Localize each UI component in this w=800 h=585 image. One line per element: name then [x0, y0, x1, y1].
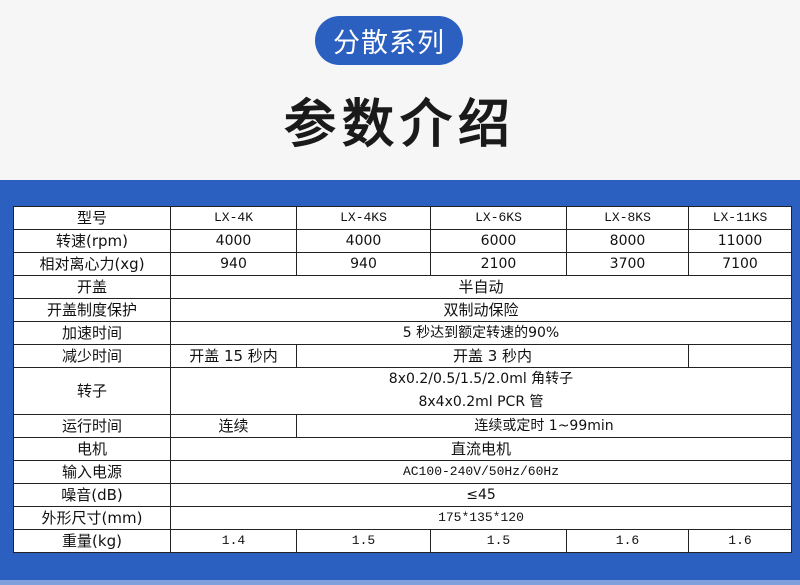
model-cell: LX-4K [170, 206, 297, 230]
runtime-cell: 连续 [170, 414, 297, 438]
row-label: 转子 [13, 367, 171, 415]
model-cell: LX-11KS [688, 206, 792, 230]
spec-table: 型号 LX-4K LX-4KS LX-6KS LX-8KS LX-11KS 转速… [13, 206, 792, 553]
rcf-cell: 3700 [566, 252, 689, 276]
weight-cell: 1.5 [430, 529, 567, 553]
row-label: 重量(kg) [13, 529, 171, 553]
model-cell: LX-6KS [430, 206, 567, 230]
table-row-noise: 噪音(dB) ≤45 [13, 483, 792, 507]
row-label: 开盖 [13, 275, 171, 299]
row-label: 减少时间 [13, 344, 171, 368]
weight-cell: 1.6 [566, 529, 689, 553]
lid-cell: 半自动 [170, 275, 792, 299]
decel-cell: 开盖 3 秒内 [296, 344, 689, 368]
table-row-rotor: 转子 8x0.2/0.5/1.5/2.0ml 角转子 8x4x0.2ml PCR… [13, 367, 792, 415]
speed-cell: 4000 [170, 229, 297, 253]
speed-cell: 4000 [296, 229, 431, 253]
rotor-line: 8x0.2/0.5/1.5/2.0ml 角转子 [388, 371, 574, 387]
noise-cell: ≤45 [170, 483, 792, 507]
rcf-cell: 2100 [430, 252, 567, 276]
speed-cell: 8000 [566, 229, 689, 253]
decel-cell: 开盖 15 秒内 [170, 344, 297, 368]
weight-cell: 1.4 [170, 529, 297, 553]
table-row-motor: 电机 直流电机 [13, 437, 792, 461]
table-row-decel: 减少时间 开盖 15 秒内 开盖 3 秒内 [13, 344, 792, 368]
lid-protect-cell: 双制动保险 [170, 298, 792, 322]
model-cell: LX-8KS [566, 206, 689, 230]
page-title: 参数介绍 [283, 95, 516, 155]
row-label: 转速(rpm) [13, 229, 171, 253]
table-row-speed: 转速(rpm) 4000 4000 6000 8000 11000 [13, 229, 792, 253]
table-row-model: 型号 LX-4K LX-4KS LX-6KS LX-8KS LX-11KS [13, 206, 792, 230]
runtime-cell: 连续或定时 1~99min [296, 414, 792, 438]
row-label: 运行时间 [13, 414, 171, 438]
row-label: 相对离心力(xg) [13, 252, 171, 276]
size-cell: 175*135*120 [170, 506, 792, 530]
weight-cell: 1.6 [688, 529, 792, 553]
rotor-line: 8x4x0.2ml PCR 管 [418, 394, 544, 410]
row-label: 型号 [13, 206, 171, 230]
motor-cell: 直流电机 [170, 437, 792, 461]
row-label: 外形尺寸(mm) [13, 506, 171, 530]
accel-cell: 5 秒达到额定转速的90% [170, 321, 792, 345]
decel-cell-empty [688, 344, 792, 368]
rotor-cell: 8x0.2/0.5/1.5/2.0ml 角转子 8x4x0.2ml PCR 管 [170, 367, 792, 415]
row-label: 电机 [13, 437, 171, 461]
power-cell: AC100-240V/50Hz/60Hz [170, 460, 792, 484]
series-badge: 分散系列 [315, 16, 463, 65]
table-row-accel: 加速时间 5 秒达到额定转速的90% [13, 321, 792, 345]
row-label: 噪音(dB) [13, 483, 171, 507]
rcf-cell: 940 [296, 252, 431, 276]
rcf-cell: 940 [170, 252, 297, 276]
row-label: 加速时间 [13, 321, 171, 345]
speed-cell: 6000 [430, 229, 567, 253]
table-row-rcf: 相对离心力(xg) 940 940 2100 3700 7100 [13, 252, 792, 276]
row-label: 输入电源 [13, 460, 171, 484]
rcf-cell: 7100 [688, 252, 792, 276]
table-row-weight: 重量(kg) 1.4 1.5 1.5 1.6 1.6 [13, 529, 792, 553]
weight-cell: 1.5 [296, 529, 431, 553]
panel-bottom-strip [0, 580, 800, 585]
table-row-size: 外形尺寸(mm) 175*135*120 [13, 506, 792, 530]
table-row-lid-protect: 开盖制度保护 双制动保险 [13, 298, 792, 322]
model-cell: LX-4KS [296, 206, 431, 230]
speed-cell: 11000 [688, 229, 792, 253]
table-row-lid: 开盖 半自动 [13, 275, 792, 299]
table-row-runtime: 运行时间 连续 连续或定时 1~99min [13, 414, 792, 438]
row-label: 开盖制度保护 [13, 298, 171, 322]
table-row-power: 输入电源 AC100-240V/50Hz/60Hz [13, 460, 792, 484]
